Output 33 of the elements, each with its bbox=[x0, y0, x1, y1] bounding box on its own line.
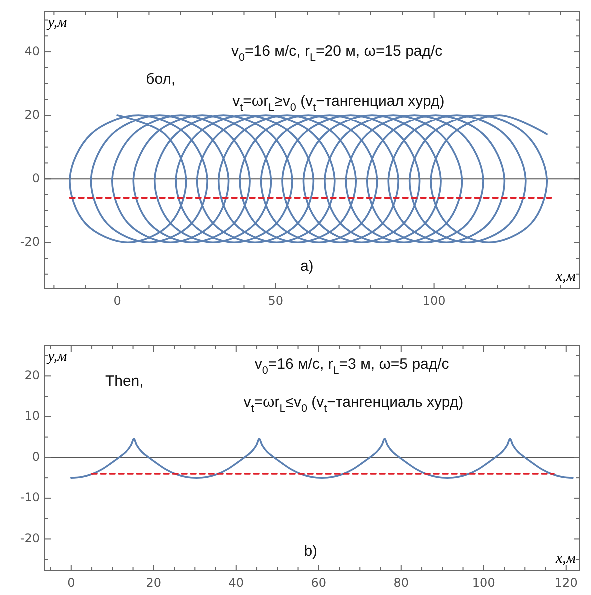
x-tick-label: 50 bbox=[268, 294, 284, 308]
annotation: Then, bbox=[105, 372, 144, 390]
x-tick-label: 0 bbox=[114, 294, 122, 308]
x-tick-label: 80 bbox=[394, 576, 410, 590]
x-tick-label: 0 bbox=[68, 576, 76, 590]
y-tick-label: 20 bbox=[24, 368, 40, 382]
x-axis-title: x,м bbox=[555, 551, 576, 567]
x-tick-label: 60 bbox=[311, 576, 327, 590]
x-tick-label: 120 bbox=[554, 576, 578, 590]
annotation: бол, bbox=[146, 70, 176, 88]
annotation: a) bbox=[300, 258, 314, 275]
y-tick-label: -20 bbox=[20, 234, 40, 249]
x-tick-label: 100 bbox=[472, 576, 496, 590]
y-tick-label: -20 bbox=[20, 531, 40, 546]
line-series bbox=[70, 438, 574, 479]
y-tick-label: -10 bbox=[20, 490, 40, 505]
text: v$_{t}$=ωr$_{L}$≥v$_{0}$ (v$_{t}$−тангенциал хурд) bbox=[232, 92, 445, 114]
annotation: v$_{0}$=16 м/с, r$_{L}$=3 м, ω=5 рад/с bbox=[254, 356, 450, 377]
x-axis-title: x,м bbox=[555, 269, 576, 285]
line-series bbox=[69, 114, 548, 244]
y-axis-title: y,м bbox=[46, 15, 68, 31]
y-tick-label: 20 bbox=[24, 108, 40, 122]
x-tick-label: 20 bbox=[146, 576, 162, 590]
y-tick-label: 10 bbox=[24, 409, 40, 424]
text: v$_{t}$=ωr$_{L}$≤v$_{0}$ (v$_{t}$−тангенциаль хурд) bbox=[244, 394, 464, 415]
y-tick-label: 0 bbox=[32, 450, 40, 464]
y-axis-title: y,м bbox=[46, 349, 68, 365]
y-tick-label: 0 bbox=[32, 171, 40, 186]
annotation: b) bbox=[304, 542, 318, 560]
x-tick-label: 40 bbox=[228, 576, 244, 590]
annotation: v$_{0}$=16 м/с, r$_{L}$=20 м, ω=15 рад/с bbox=[232, 42, 444, 64]
x-tick-label: 100 bbox=[422, 294, 446, 308]
y-tick-label: 40 bbox=[24, 44, 40, 58]
